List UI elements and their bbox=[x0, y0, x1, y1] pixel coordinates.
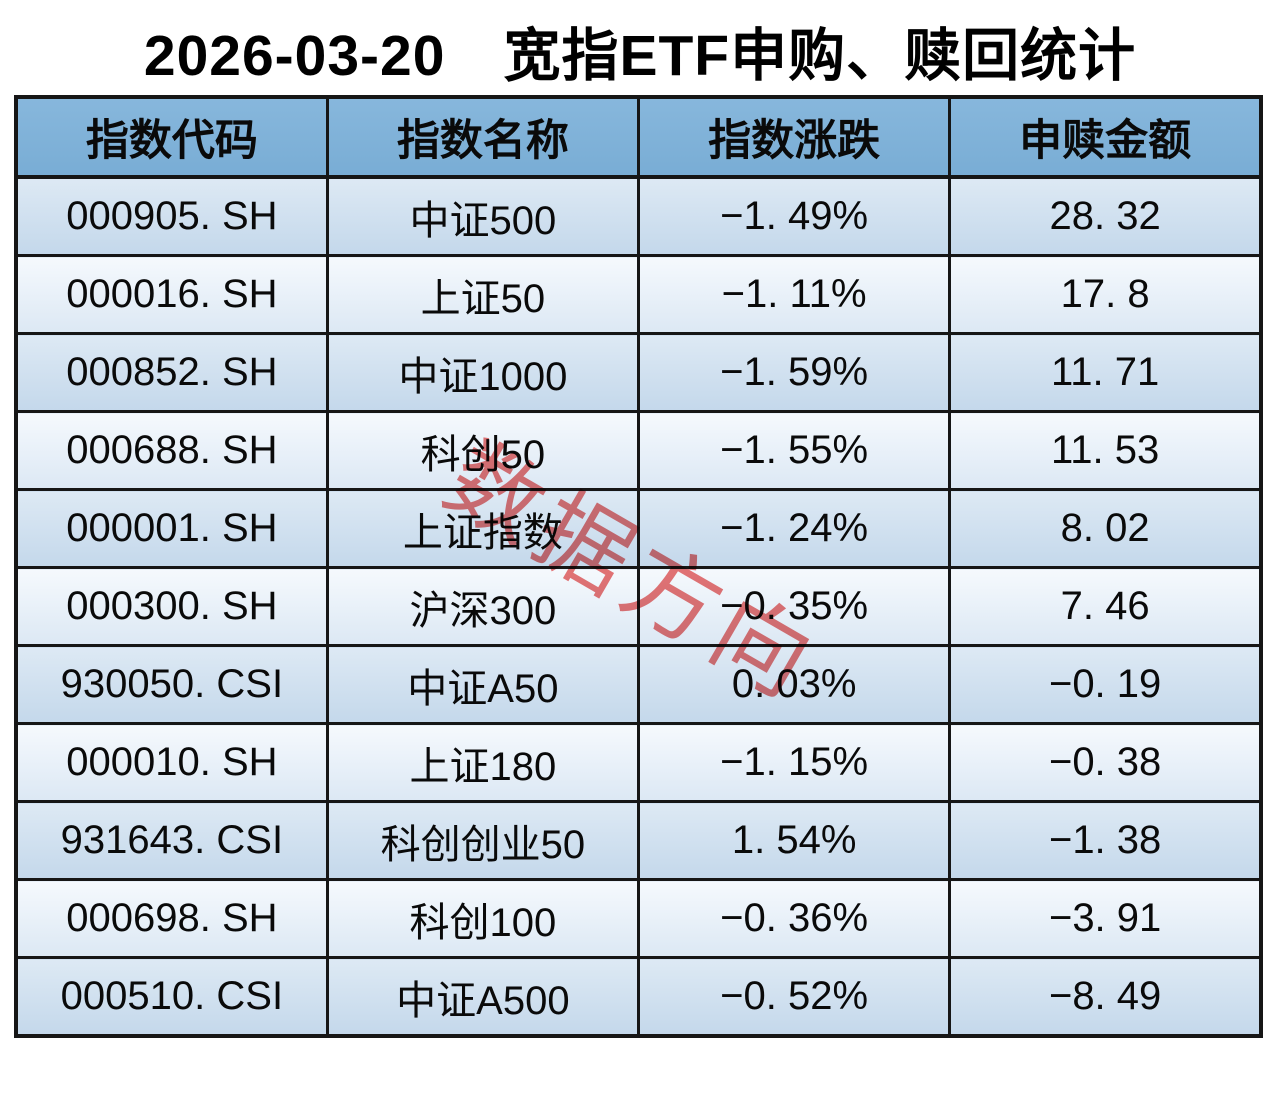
cell-amount: −0. 19 bbox=[948, 644, 1263, 725]
cell-code: 931643. CSI bbox=[14, 800, 329, 881]
cell-change: −0. 52% bbox=[636, 956, 952, 1038]
page-title: 2026-03-20 宽指ETF申购、赎回统计 bbox=[143, 24, 1137, 88]
cell-code: 000852. SH bbox=[14, 332, 329, 413]
cell-amount: −1. 38 bbox=[948, 800, 1263, 881]
cell-amount: −0. 38 bbox=[948, 722, 1263, 803]
cell-name: 中证A500 bbox=[325, 956, 641, 1038]
table: 指数代码 指数名称 指数涨跌 申赎金额 000905. SH 中证500 −1. 4… bbox=[14, 95, 1263, 1038]
cell-amount: 8. 02 bbox=[948, 488, 1263, 569]
table-row: 930050. CSI 中证A50 0. 03% −0. 19 bbox=[14, 644, 1263, 725]
cell-code: 000001. SH bbox=[14, 488, 329, 569]
cell-name: 沪深300 bbox=[325, 566, 641, 647]
cell-name: 中证500 bbox=[325, 175, 641, 257]
column-header-index-change: 指数涨跌 bbox=[636, 95, 952, 179]
table-row: 000001. SH 上证指数 −1. 24% 8. 02 bbox=[14, 488, 1263, 569]
cell-code: 000510. CSI bbox=[14, 956, 329, 1038]
cell-amount: −3. 91 bbox=[948, 878, 1263, 959]
cell-change: 0. 03% bbox=[636, 644, 952, 725]
cell-change: −1. 55% bbox=[636, 410, 952, 491]
cell-code: 000016. SH bbox=[14, 254, 329, 335]
cell-code: 000300. SH bbox=[14, 566, 329, 647]
cell-change: 1. 54% bbox=[636, 800, 952, 881]
cell-code: 000688. SH bbox=[14, 410, 329, 491]
cell-amount: 28. 32 bbox=[948, 175, 1263, 257]
cell-name: 上证50 bbox=[325, 254, 641, 335]
table-header: 指数代码 指数名称 指数涨跌 申赎金额 bbox=[14, 95, 1263, 179]
table-row: 000698. SH 科创100 −0. 36% −3. 91 bbox=[14, 878, 1263, 959]
cell-amount: 7. 46 bbox=[948, 566, 1263, 647]
cell-change: −1. 15% bbox=[636, 722, 952, 803]
cell-name: 上证180 bbox=[325, 722, 641, 803]
cell-change: −1. 59% bbox=[636, 332, 952, 413]
table-body: 000905. SH 中证500 −1. 49% 28. 32 000016. SH 上证… bbox=[14, 175, 1263, 1038]
cell-code: 000010. SH bbox=[14, 722, 329, 803]
cell-code: 000905. SH bbox=[14, 175, 329, 257]
cell-change: −0. 35% bbox=[636, 566, 952, 647]
table-row: 931643. CSI 科创创业50 1. 54% −1. 38 bbox=[14, 800, 1263, 881]
header-row: 指数代码 指数名称 指数涨跌 申赎金额 bbox=[14, 95, 1263, 179]
column-header-index-name: 指数名称 bbox=[325, 95, 641, 179]
cell-change: −1. 11% bbox=[636, 254, 952, 335]
cell-change: −0. 36% bbox=[636, 878, 952, 959]
cell-name: 上证指数 bbox=[325, 488, 641, 569]
column-header-amount: 申赎金额 bbox=[948, 95, 1263, 179]
column-header-index-code: 指数代码 bbox=[14, 95, 329, 179]
table-row: 000852. SH 中证1000 −1. 59% 11. 71 bbox=[14, 332, 1263, 413]
table-row: 000300. SH 沪深300 −0. 35% 7. 46 bbox=[14, 566, 1263, 647]
cell-change: −1. 49% bbox=[636, 175, 952, 257]
cell-amount: 17. 8 bbox=[948, 254, 1263, 335]
cell-change: −1. 24% bbox=[636, 488, 952, 569]
cell-amount: −8. 49 bbox=[948, 956, 1263, 1038]
cell-name: 中证A50 bbox=[325, 644, 641, 725]
cell-name: 科创50 bbox=[325, 410, 641, 491]
table-row: 000016. SH 上证50 −1. 11% 17. 8 bbox=[14, 254, 1263, 335]
cell-name: 科创创业50 bbox=[325, 800, 641, 881]
cell-name: 科创100 bbox=[325, 878, 641, 959]
cell-name: 中证1000 bbox=[325, 332, 641, 413]
table-row: 000688. SH 科创50 −1. 55% 11. 53 bbox=[14, 410, 1263, 491]
table-row: 000905. SH 中证500 −1. 49% 28. 32 bbox=[14, 175, 1263, 257]
table-row: 000010. SH 上证180 −1. 15% −0. 38 bbox=[14, 722, 1263, 803]
cell-amount: 11. 53 bbox=[948, 410, 1263, 491]
cell-code: 930050. CSI bbox=[14, 644, 329, 725]
cell-amount: 11. 71 bbox=[948, 332, 1263, 413]
cell-code: 000698. SH bbox=[14, 878, 329, 959]
etf-stats-table: 指数代码 指数名称 指数涨跌 申赎金额 000905. SH 中证500 −1. 4… bbox=[14, 95, 1263, 1038]
table-row: 000510. CSI 中证A500 −0. 52% −8. 49 bbox=[14, 956, 1263, 1038]
